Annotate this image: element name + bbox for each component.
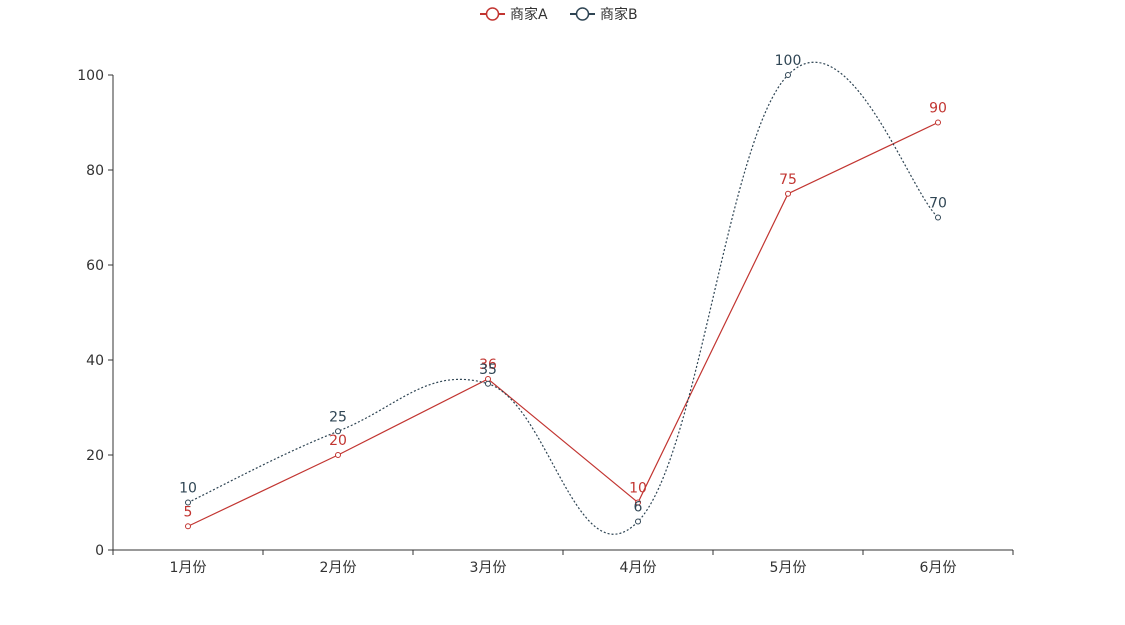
legend[interactable]: 商家A 商家B (480, 6, 638, 23)
series-2-data-label: 10 (179, 481, 197, 497)
y-tick-label: 80 (86, 163, 104, 179)
series-2-point[interactable] (185, 499, 191, 506)
series-1-data-label: 90 (929, 101, 947, 117)
series-1-point[interactable] (185, 523, 191, 530)
series-2-data-label: 70 (929, 196, 947, 212)
series-1-data-label: 5 (184, 504, 193, 520)
series-1-point[interactable] (635, 499, 641, 506)
series-1-data-label: 10 (629, 481, 647, 497)
legend-marker-icon (485, 7, 500, 21)
series-1-point[interactable] (335, 452, 341, 458)
x-tick-label: 3月份 (470, 560, 507, 576)
series-line-1 (187, 121, 939, 527)
y-tick-label: 60 (86, 258, 104, 274)
series-2-point[interactable] (485, 380, 491, 387)
x-axis: 1月份 2月份 3月份 4月份 5月份 6月份 (112, 549, 1014, 576)
series-1-data-label: 20 (329, 433, 347, 449)
series-2-point[interactable] (335, 428, 341, 435)
y-tick-label: 20 (86, 448, 104, 464)
legend-item-2[interactable]: 商家B (570, 6, 638, 23)
series-points[interactable] (185, 72, 941, 530)
series-1-data-label: 36 (479, 357, 497, 373)
series-labels: 5 20 36 10 75 90 10 25 35 6 100 70 (179, 53, 947, 520)
x-tick-label: 4月份 (620, 560, 657, 576)
series-2-point[interactable] (635, 518, 641, 525)
series-2-data-label: 6 (634, 500, 643, 516)
series-2-data-label: 35 (479, 362, 497, 378)
legend-item-1[interactable]: 商家A (480, 6, 548, 23)
series-line-2 (187, 61, 939, 535)
y-axis: 0 20 40 60 80 100 (77, 68, 114, 559)
legend-label: 商家A (510, 6, 548, 23)
y-tick-label: 100 (77, 68, 104, 84)
legend-marker-icon (575, 7, 590, 21)
x-tick-label: 2月份 (320, 560, 357, 576)
x-tick-label: 1月份 (170, 560, 207, 576)
series-2-point[interactable] (785, 72, 791, 78)
series-1-data-label: 75 (779, 172, 797, 188)
y-tick-label: 0 (95, 543, 104, 559)
y-tick-label: 40 (86, 353, 104, 369)
series-2-data-label: 100 (775, 53, 802, 69)
series-1-point[interactable] (785, 190, 791, 197)
series-lines (187, 61, 939, 535)
series-2-data-label: 25 (329, 409, 347, 425)
x-tick-label: 5月份 (770, 560, 807, 576)
series-2-point[interactable] (935, 214, 941, 221)
x-tick-label: 6月份 (920, 560, 957, 576)
legend-label: 商家B (600, 6, 638, 23)
series-1-point[interactable] (935, 119, 941, 126)
